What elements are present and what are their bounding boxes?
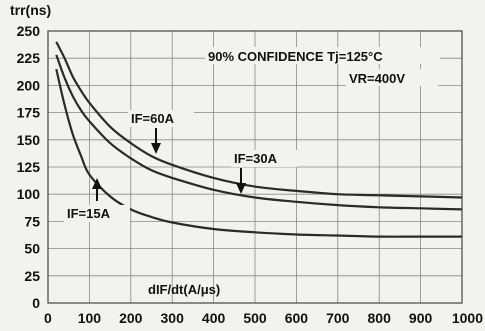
y-tick-label: 75 (24, 213, 40, 229)
y-axis-label: trr(ns) (10, 2, 51, 18)
x-tick-label: 400 (202, 310, 226, 326)
x-axis-label: dIF/dt(A/μs) (148, 282, 220, 297)
y-tick-label: 50 (24, 241, 40, 257)
x-tick-label: 0 (44, 310, 52, 326)
x-tick-label: 1000 (452, 310, 483, 326)
series-line-if60 (55, 41, 463, 199)
annotation-bg-1 (205, 47, 440, 64)
arrow-if30 (236, 168, 246, 194)
grid (47, 30, 463, 304)
tick-labels: 0 100 200 300 400 500 600 700 800 900 1000 0 25 50 75 1… (17, 23, 484, 326)
y-tick-label: 100 (17, 186, 41, 202)
vr-annotation: VR=400V (349, 71, 405, 86)
y-tick-label: 225 (17, 50, 41, 66)
x-tick-label: 300 (161, 310, 185, 326)
series-label-if30: IF=30A (234, 151, 278, 166)
x-tick-label: 800 (368, 310, 392, 326)
label-bg-30a (231, 150, 297, 167)
arrow-if15 (92, 178, 102, 201)
x-tick-label: 200 (119, 310, 143, 326)
y-tick-label: 25 (24, 268, 40, 284)
y-tick-label: 0 (32, 295, 40, 311)
x-tick-label: 900 (409, 310, 433, 326)
series-line-if15 (55, 68, 462, 238)
curves (55, 41, 463, 238)
y-tick-label: 125 (17, 159, 41, 175)
label-bg-15a (64, 205, 130, 222)
confidence-annotation: 90% CONFIDENCE Tj=125°C (208, 49, 383, 64)
y-tick-label: 175 (17, 105, 41, 121)
x-tick-label: 600 (285, 310, 309, 326)
series-line-if30 (55, 54, 463, 211)
label-bg-60a (128, 110, 194, 127)
annotation-bg-2 (346, 69, 438, 86)
y-tick-label: 250 (17, 23, 41, 39)
series-label-if60: IF=60A (131, 111, 175, 126)
plot-border (47, 30, 463, 304)
x-tick-label: 700 (326, 310, 350, 326)
y-tick-label: 150 (17, 132, 41, 148)
y-tick-label: 200 (17, 77, 41, 93)
x-tick-label: 100 (78, 310, 102, 326)
x-tick-label: 500 (243, 310, 267, 326)
arrow-if60 (151, 128, 161, 154)
series-label-if15: IF=15A (67, 206, 111, 221)
